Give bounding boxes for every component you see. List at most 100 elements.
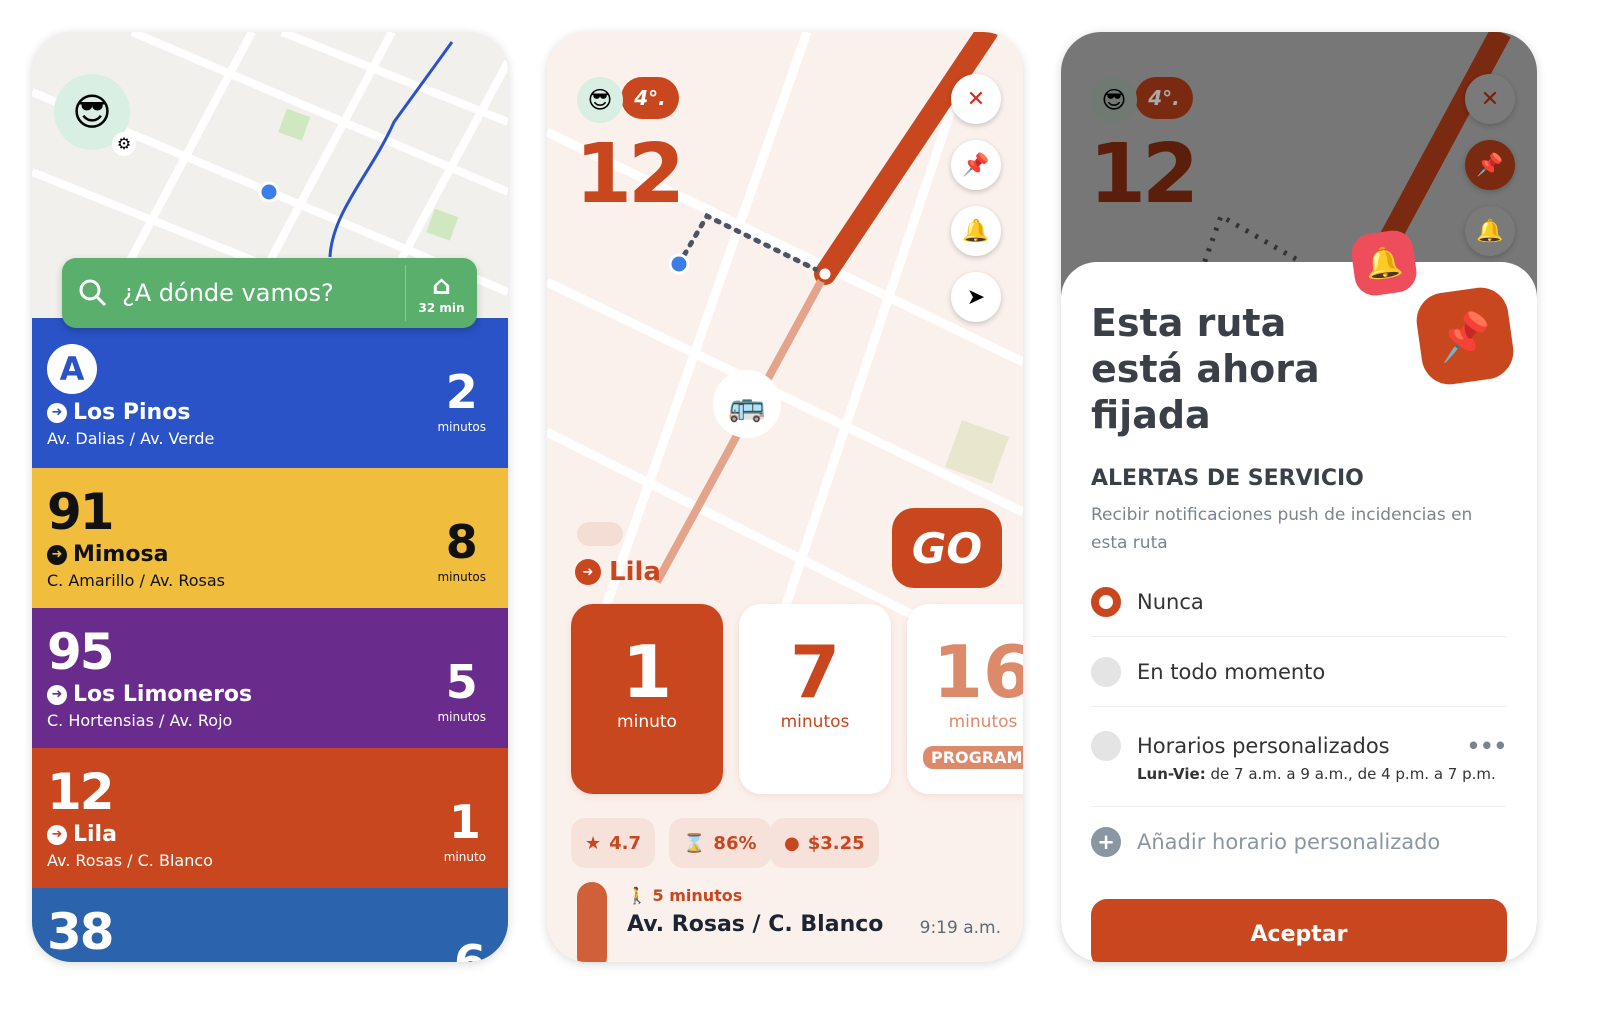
- radio[interactable]: [1091, 730, 1121, 761]
- map[interactable]: 🚌: [547, 32, 1023, 632]
- option-label: En todo momento: [1137, 659, 1326, 684]
- eta-unit: minutos: [437, 420, 486, 434]
- close-icon: ✕: [1480, 86, 1500, 112]
- avatar[interactable]: 😎: [577, 77, 623, 123]
- arrival-unit: minutos: [780, 712, 850, 732]
- arrival-card[interactable]: 1 minuto: [571, 604, 723, 794]
- option-label: Nunca: [1137, 589, 1204, 614]
- route-badge: 95: [47, 623, 115, 681]
- screen-route-detail: 🚌 😎 4°. 12 ✕ 📌 🔔 ➤ ➜ Lila GO 1 minuto 7 min…: [547, 32, 1023, 962]
- line-name: Lila: [609, 557, 661, 587]
- arrival-time: 9:19 a.m.: [919, 918, 1001, 938]
- route-stop: Av. Dalias / Av. Verde: [47, 429, 215, 448]
- schedule-days: Lun-Vie:: [1137, 764, 1206, 783]
- eta-value: 6: [453, 935, 486, 962]
- pin-button[interactable]: 📌: [951, 140, 1001, 190]
- fare-pill: ● $3.25: [770, 818, 879, 868]
- fare-value: $3.25: [807, 832, 865, 854]
- close-button[interactable]: ✕: [951, 74, 1001, 124]
- occupancy-pill: ⌛ 86%: [669, 818, 771, 868]
- radio[interactable]: [1091, 656, 1121, 687]
- route-name: Lila: [73, 822, 117, 847]
- arrival-card[interactable]: 7 minutos: [739, 604, 891, 794]
- section-description: Recibir notificaciones push de incidenci…: [1091, 505, 1473, 553]
- pin-icon: 📌: [962, 152, 990, 178]
- coins-icon: ●: [784, 832, 800, 854]
- route-row[interactable]: 12 ➜ Lila Av. Rosas / C. Blanco 1 minuto: [32, 748, 508, 888]
- alerts-button[interactable]: 🔔: [951, 206, 1001, 256]
- svg-text:🚌: 🚌: [728, 389, 765, 424]
- route-row[interactable]: 95 ➜ Los Limoneros C. Hortensias / Av. Ro…: [32, 608, 508, 748]
- screen-routes-list: 😎 ⚙ ¿A dónde vamos? ⌂ 32 min A ➜ Los Pinos…: [32, 32, 508, 962]
- eta-value: 5: [445, 655, 478, 709]
- navigation-arrow-icon: ➤: [966, 284, 986, 310]
- plus-icon: +: [1091, 827, 1121, 857]
- more-icon[interactable]: •••: [1466, 733, 1507, 758]
- home-time: 32 min: [418, 301, 465, 315]
- route-row[interactable]: 91 ➜ Mimosa C. Amarillo / Av. Rosas 8 minu…: [32, 468, 508, 608]
- eta-value: 8: [445, 515, 478, 569]
- star-icon: ★: [585, 832, 602, 854]
- arrow-icon: ➜: [47, 684, 67, 705]
- eta-unit: minutos: [437, 570, 486, 584]
- option-never[interactable]: Nunca: [1091, 567, 1507, 637]
- route-stop: Av. Rosas / C. Blanco: [47, 851, 213, 870]
- search-bar[interactable]: ¿A dónde vamos? ⌂ 32 min: [62, 258, 477, 328]
- schedule-times: de 7 a.m. a 9 a.m., de 4 p.m. a 7 p.m.: [1205, 764, 1496, 783]
- route-name: Los Pinos: [73, 400, 191, 425]
- option-always[interactable]: En todo momento: [1091, 637, 1507, 707]
- hourglass-icon: ⌛: [683, 832, 706, 854]
- avatar: 😎: [1091, 77, 1137, 123]
- occupancy-value: 86%: [713, 832, 757, 854]
- route-row[interactable]: 38 6: [32, 888, 508, 962]
- bell-icon: 🔔: [962, 218, 990, 244]
- rating-pill: ★ 4.7: [571, 818, 656, 868]
- arrival-unit: minuto: [617, 712, 677, 732]
- route-badge: 38: [47, 903, 115, 961]
- arrival-unit: minutos: [948, 712, 1018, 732]
- search-icon: [79, 279, 107, 307]
- arrival-card[interactable]: 16 minutos PROGRAM: [907, 604, 1023, 794]
- route-name: Mimosa: [73, 542, 169, 567]
- locate-button[interactable]: ➤: [951, 272, 1001, 322]
- stop-name: Av. Rosas / C. Blanco: [627, 912, 884, 937]
- route-badge: 91: [47, 483, 115, 541]
- route-badge: A: [47, 344, 97, 394]
- arrival-value: 1: [621, 630, 673, 714]
- close-icon: ✕: [966, 86, 986, 112]
- option-custom[interactable]: Horarios personalizados ••• Lun-Vie: de 7 …: [1091, 707, 1507, 807]
- arrow-icon: ➜: [47, 544, 67, 565]
- arrival-value: 16: [932, 630, 1023, 714]
- add-schedule-button[interactable]: + Añadir horario personalizado: [1091, 807, 1507, 877]
- rating-value: 4.7: [609, 832, 642, 854]
- arrival-value: 7: [789, 630, 841, 714]
- route-name: Los Limoneros: [73, 682, 253, 707]
- sheet-title: Esta ruta está ahora fijada: [1091, 301, 1320, 437]
- walk-value: 5 minutos: [652, 886, 743, 905]
- search-input[interactable]: ¿A dónde vamos?: [122, 279, 334, 307]
- route-number: 12: [1089, 127, 1199, 222]
- accept-button[interactable]: Aceptar: [1091, 899, 1507, 962]
- arrow-icon: ➜: [575, 559, 601, 585]
- eta-value: 1: [448, 795, 481, 849]
- pin-icon: 📌: [1476, 152, 1504, 178]
- temperature-badge: 4°.: [1135, 77, 1193, 119]
- arrow-icon: ➜: [47, 402, 67, 423]
- go-button[interactable]: GO: [892, 508, 1002, 588]
- arrow-icon: ➜: [47, 824, 67, 845]
- home-icon: ⌂: [432, 271, 451, 301]
- avatar[interactable]: 😎: [54, 74, 130, 150]
- close-button: ✕: [1465, 74, 1515, 124]
- pin-button: 📌: [1465, 140, 1515, 190]
- route-stop: C. Hortensias / Av. Rojo: [47, 711, 233, 730]
- home-shortcut[interactable]: ⌂ 32 min: [405, 265, 477, 321]
- route-row[interactable]: A ➜ Los Pinos Av. Dalias / Av. Verde 2 min…: [32, 318, 508, 468]
- route-timeline: [577, 882, 607, 962]
- option-label: Horarios personalizados: [1137, 733, 1390, 758]
- temperature-badge: 4°.: [621, 77, 679, 119]
- gear-icon[interactable]: ⚙: [112, 132, 136, 156]
- section-heading: ALERTAS DE SERVICIO: [1091, 466, 1364, 491]
- bell-icon: 🔔: [1348, 227, 1420, 299]
- route-stop: C. Amarillo / Av. Rosas: [47, 571, 226, 590]
- radio-selected[interactable]: [1091, 586, 1121, 617]
